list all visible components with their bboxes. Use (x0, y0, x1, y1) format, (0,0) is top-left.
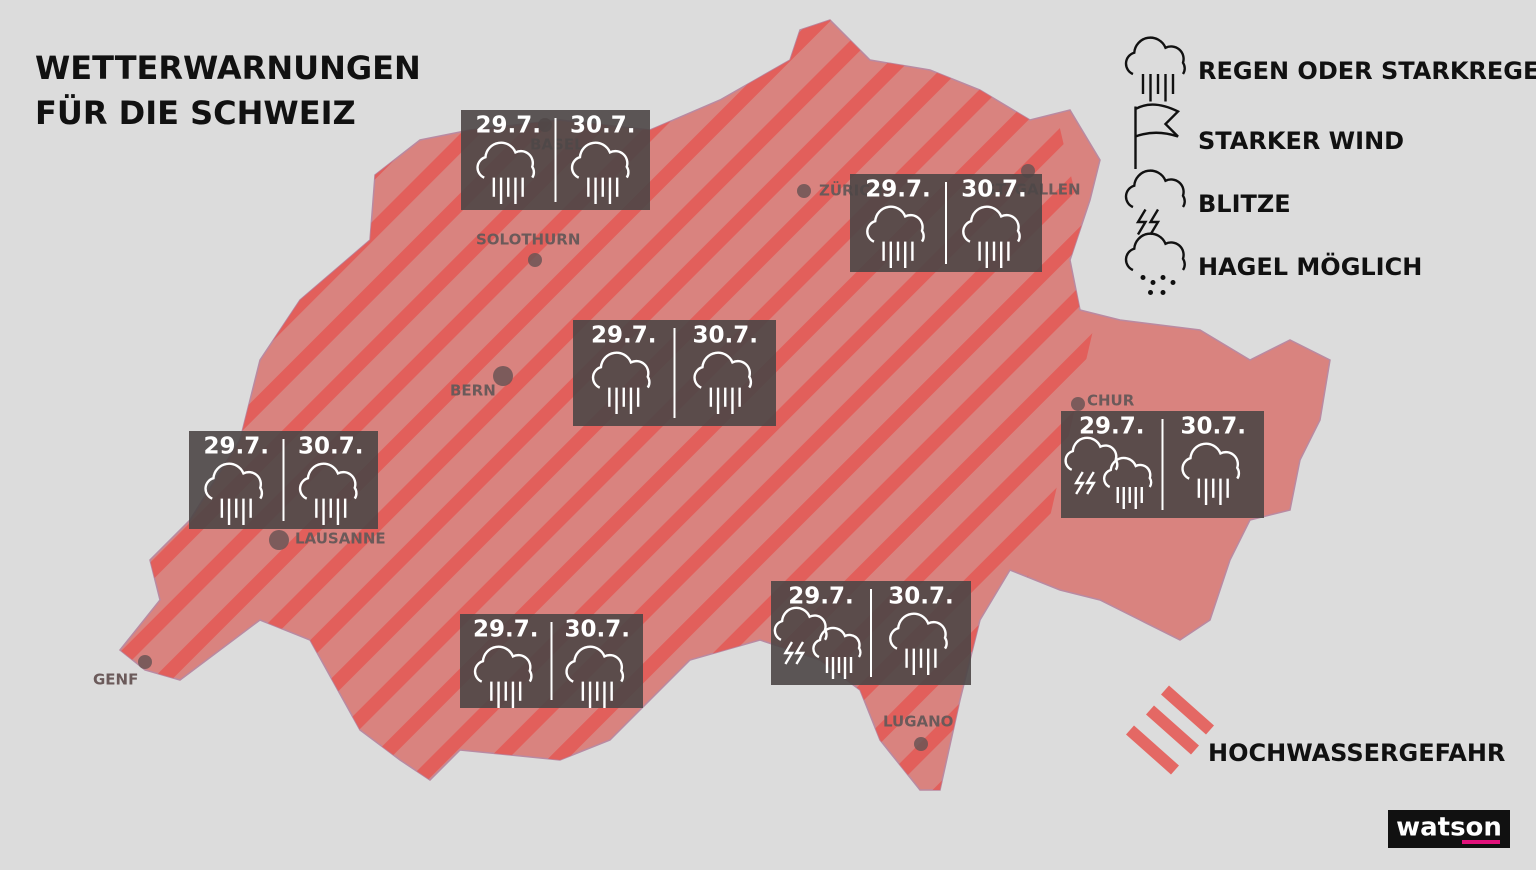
cloud (812, 626, 862, 659)
cloud (565, 645, 625, 683)
weather-icon (1134, 103, 1181, 169)
date: 30.7. (298, 434, 364, 460)
cloud (889, 612, 948, 650)
date: 29.7. (473, 617, 539, 643)
weather-icon (1124, 232, 1186, 295)
date: 30.7. (693, 323, 759, 349)
city-label: BERN (450, 382, 496, 400)
cloud (298, 462, 358, 500)
city-dot (1071, 397, 1085, 411)
legend-label: BLITZE (1198, 190, 1291, 218)
cloud (693, 351, 753, 389)
city-label: CHUR (1087, 392, 1135, 410)
weather-icon (1181, 442, 1241, 506)
city-dot (138, 655, 152, 669)
city-label: LAUSANNE (295, 530, 386, 548)
city-dot (269, 530, 289, 550)
city-label: GENF (93, 671, 138, 689)
bolt (1074, 471, 1096, 495)
date: 30.7. (1181, 414, 1247, 440)
flood-legend-icon (1126, 685, 1214, 775)
cloud (1124, 232, 1186, 272)
cloud (476, 141, 536, 179)
bolt (783, 641, 806, 665)
city-dot (493, 366, 513, 386)
hail (1170, 280, 1176, 285)
weather-icon (570, 141, 630, 205)
date: 30.7. (961, 177, 1027, 203)
weather-icon (889, 612, 948, 676)
city-dot (797, 184, 811, 198)
date: 30.7. (570, 113, 636, 139)
weather-icon (812, 626, 862, 679)
date: 29.7. (865, 177, 931, 203)
weather-icon (204, 462, 264, 526)
cloud (1124, 169, 1186, 209)
weather-icon (473, 645, 533, 709)
hail (1150, 280, 1156, 285)
cloud (591, 351, 651, 389)
cloud (962, 205, 1021, 243)
legend-label: HAGEL MÖGLICH (1198, 251, 1422, 281)
weather-icon (1102, 456, 1153, 509)
legend-label: STARKER WIND (1198, 127, 1404, 155)
date: 30.7. (565, 617, 631, 643)
date: 29.7. (476, 113, 542, 139)
cloud (866, 205, 925, 243)
weather-icon (565, 645, 625, 709)
flag (1134, 103, 1181, 169)
title: FÜR DIE SCHWEIZ (35, 94, 356, 132)
weather-icon (1124, 36, 1186, 102)
cloud (570, 141, 630, 179)
hail (1140, 275, 1146, 280)
cloud (473, 645, 533, 683)
weather-icon (591, 351, 651, 415)
logo-accent (1462, 840, 1500, 844)
title: WETTERWARNUNGEN (35, 49, 421, 87)
cloud (204, 462, 264, 500)
hail (1148, 290, 1153, 295)
legend-label: REGEN ODER STARKREGEN (1198, 57, 1536, 85)
cloud (1124, 36, 1186, 76)
date: 29.7. (1079, 414, 1145, 440)
hail (1160, 275, 1166, 280)
weather-icon (476, 141, 536, 205)
cloud (1181, 442, 1241, 480)
weather-icon (693, 351, 753, 415)
city-dot (528, 253, 542, 267)
bolt (1135, 208, 1161, 236)
city-label: LUGANO (883, 713, 953, 731)
city-dot (914, 737, 928, 751)
date: 30.7. (888, 584, 954, 610)
weather-icon (962, 205, 1021, 269)
weather-icon (1124, 169, 1186, 236)
logo: watson (1396, 813, 1502, 843)
date: 29.7. (591, 323, 657, 349)
weather-icon (866, 205, 925, 269)
hail (1160, 290, 1166, 295)
cloud (1102, 456, 1153, 489)
flood-label: HOCHWASSERGEFAHR (1208, 739, 1505, 767)
date: 29.7. (204, 434, 270, 460)
date: 29.7. (788, 584, 854, 610)
city-label: SOLOTHURN (476, 231, 580, 249)
weather-icon (298, 462, 358, 526)
